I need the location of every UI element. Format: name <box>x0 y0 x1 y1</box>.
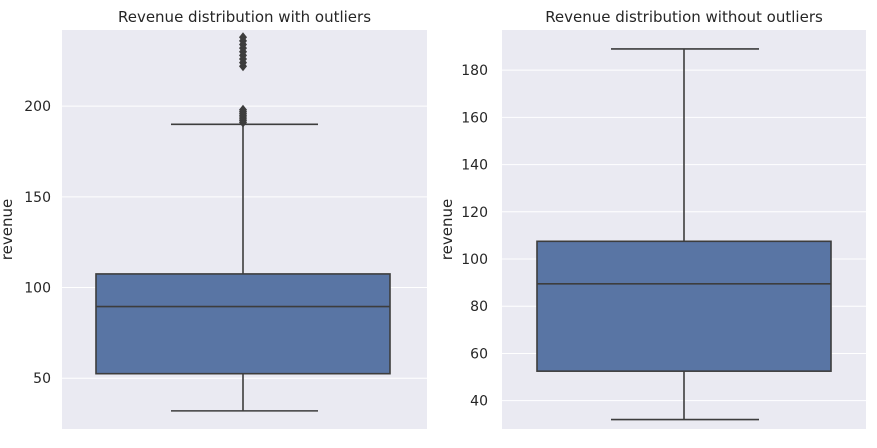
subplot-2: 40 60 80 100 120 140 160 180 Revenue distributio… <box>438 8 866 429</box>
iqr-box <box>95 273 391 375</box>
y-tick-label: 80 <box>470 299 488 315</box>
y-tick-label: 180 <box>461 63 488 79</box>
outlier-point <box>239 32 247 43</box>
y-tick-label: 160 <box>461 110 488 126</box>
y-axis-label: revenue <box>0 199 16 260</box>
y-tick-label: 60 <box>470 346 488 362</box>
subplot-1: 50 100 150 200 Revenue distribution with out… <box>0 8 427 429</box>
y-tick-label: 140 <box>461 158 488 174</box>
y-axis-label: revenue <box>438 199 456 260</box>
chart-title: Revenue distribution without outliers <box>545 8 823 26</box>
y-tick-label: 200 <box>24 99 51 115</box>
y-tick-label: 100 <box>24 281 51 297</box>
y-tick-label: 40 <box>470 394 488 410</box>
outlier-point <box>239 104 247 115</box>
y-tick-label: 120 <box>461 205 488 221</box>
iqr-box <box>536 240 832 372</box>
y-tick-label: 150 <box>24 190 51 206</box>
y-tick-label: 50 <box>33 371 51 387</box>
chart-title: Revenue distribution with outliers <box>118 8 371 26</box>
y-tick-label: 100 <box>461 252 488 268</box>
